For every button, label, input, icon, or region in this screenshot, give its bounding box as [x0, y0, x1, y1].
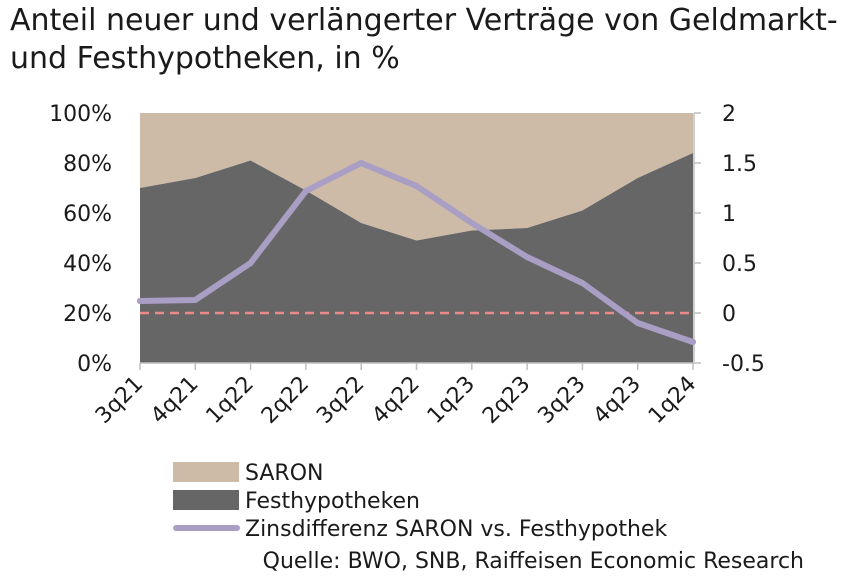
- left-tick-40: 40%: [63, 252, 112, 277]
- line-layer: [137, 160, 696, 345]
- left-axis-ticks: 0% 20% 40% 60% 80% 100%: [49, 102, 112, 377]
- x-tick-3q21: 3q21: [91, 372, 148, 429]
- legend-swatch-0: [173, 462, 239, 482]
- x-tick-4q23: 4q23: [589, 372, 646, 429]
- x-tick-4q21: 4q21: [146, 372, 203, 429]
- x-tick-4q22: 4q22: [367, 372, 424, 429]
- x-tick-2q22: 2q22: [257, 372, 314, 429]
- area-saron: [140, 113, 693, 241]
- left-tick-20: 20%: [63, 302, 112, 327]
- right-axis-ticks: -0.5 0 0.5 1 1.5 2: [694, 102, 765, 377]
- left-tick-60: 60%: [63, 202, 112, 227]
- right-tick-0: 0: [722, 302, 736, 327]
- legend-label-1: Festhypotheken: [245, 489, 420, 514]
- point-zinsdifferenz-1q22: [247, 260, 254, 266]
- point-zinsdifferenz-3q23: [579, 280, 586, 286]
- source-note: Quelle: BWO, SNB, Raiffeisen Economic Re…: [262, 549, 804, 574]
- legend-label-2: Zinsdifferenz SARON vs. Festhypothek: [245, 517, 667, 542]
- x-tick-1q24: 1q24: [644, 372, 701, 429]
- legend-swatch-1: [173, 490, 239, 510]
- point-zinsdifferenz-4q22: [413, 183, 420, 189]
- right-tick--0.5: -0.5: [722, 352, 765, 377]
- point-zinsdifferenz-3q22: [358, 160, 365, 166]
- point-zinsdifferenz-4q23: [634, 320, 641, 326]
- area-festhypotheken: [140, 153, 693, 363]
- point-zinsdifferenz-1q24: [690, 339, 696, 345]
- point-zinsdifferenz-2q23: [524, 254, 531, 260]
- right-tick-1.5: 1.5: [722, 152, 757, 177]
- right-tick-2: 2: [722, 102, 736, 127]
- x-tick-3q23: 3q23: [533, 372, 590, 429]
- left-tick-100: 100%: [49, 102, 112, 127]
- right-tick-1: 1: [722, 202, 736, 227]
- chart-title: Anteil neuer und verlängerter Verträge v…: [10, 3, 838, 76]
- left-tick-0: 0%: [77, 352, 112, 377]
- area-layer: [140, 113, 693, 363]
- x-tick-1q22: 1q22: [202, 372, 259, 429]
- x-tick-1q23: 1q23: [423, 372, 480, 429]
- x-tick-3q22: 3q22: [312, 372, 369, 429]
- left-tick-80: 80%: [63, 152, 112, 177]
- x-axis-ticks: 3q214q211q222q223q224q221q232q233q234q23…: [91, 363, 701, 429]
- legend-label-0: SARON: [245, 461, 323, 486]
- x-tick-2q23: 2q23: [478, 372, 535, 429]
- legend: SARON Festhypotheken Zinsdifferenz SARON v…: [173, 461, 667, 542]
- point-zinsdifferenz-4q21: [192, 297, 199, 303]
- right-tick-0.5: 0.5: [722, 252, 757, 277]
- point-zinsdifferenz-2q22: [302, 188, 309, 194]
- point-zinsdifferenz-3q21: [137, 298, 143, 304]
- point-zinsdifferenz-1q23: [468, 220, 475, 226]
